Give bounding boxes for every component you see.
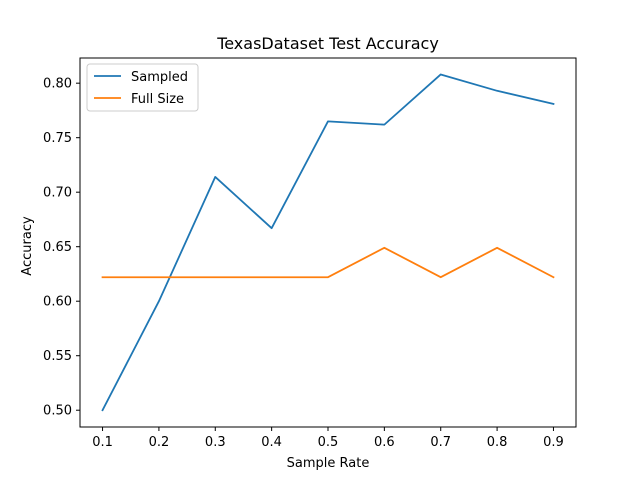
x-tick-label: 0.3	[205, 435, 226, 450]
legend-label-1: Sampled	[131, 70, 188, 85]
x-tick-label: 0.5	[318, 435, 339, 450]
y-axis-label: Accuracy	[20, 216, 35, 276]
y-tick-label: 0.65	[43, 240, 72, 255]
x-tick-label: 0.4	[261, 435, 282, 450]
y-tick-label: 0.70	[43, 186, 72, 201]
series-line-1	[101, 73, 555, 412]
x-tick-label: 0.6	[374, 435, 395, 450]
plot-area: 0.1 0.2 0.3 0.4 0.5 0.6 0.7 0.8 0.9 0.50 0.55 0.60 0…	[43, 57, 577, 450]
x-tick-label: 0.9	[543, 435, 564, 450]
y-tick-label: 0.80	[43, 77, 72, 92]
legend-label-2: Full Size	[131, 92, 184, 107]
y-tick-label: 0.75	[43, 131, 72, 146]
x-tick-label: 0.2	[149, 435, 170, 450]
chart-title: TexasDataset Test Accuracy	[216, 34, 439, 53]
series-line-2	[101, 246, 555, 279]
y-tick-label: 0.50	[43, 404, 72, 419]
y-tick-label: 0.55	[43, 349, 72, 364]
x-axis-label: Sample Rate	[287, 456, 370, 471]
x-tick-label: 0.8	[487, 435, 508, 450]
x-tick-label: 0.7	[430, 435, 451, 450]
y-tick-label: 0.60	[43, 295, 72, 310]
x-tick-label: 0.1	[92, 435, 113, 450]
legend: Sampled Full Size	[86, 63, 199, 112]
